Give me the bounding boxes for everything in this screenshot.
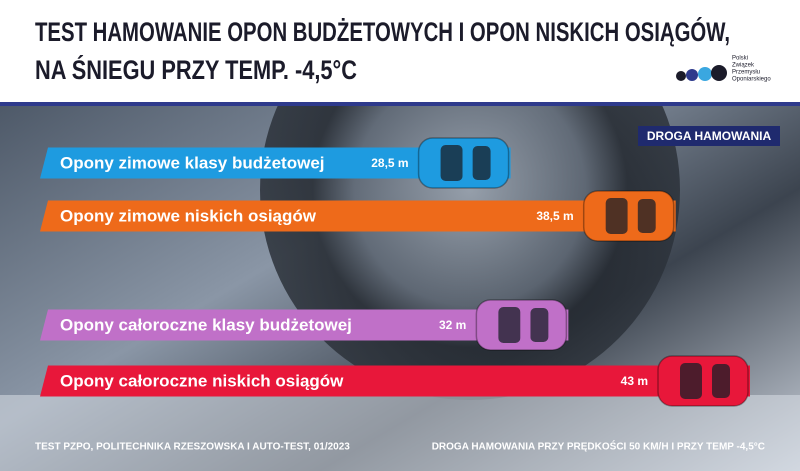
car-window — [680, 363, 702, 399]
title-line: TEST HAMOWANIE OPON BUDŻETOWYCH I OPON N… — [35, 16, 730, 47]
car-window — [712, 364, 730, 398]
bar — [40, 200, 676, 232]
value-label: 32 m — [439, 318, 466, 332]
value-label: 38,5 m — [536, 209, 573, 223]
footer-left: TEST PZPO, POLITECHNIKA RZESZOWSKA I AUT… — [35, 442, 350, 453]
value-label: 43 m — [621, 374, 648, 388]
value-label: 28,5 m — [371, 156, 408, 170]
logo-dot — [676, 71, 686, 81]
bar — [40, 309, 569, 341]
car-window — [530, 308, 549, 342]
header — [0, 0, 800, 102]
bar — [40, 147, 511, 179]
car-window — [472, 146, 491, 180]
logo-dot — [686, 69, 698, 81]
footer-right: DROGA HAMOWANIA PRZY PRĘDKOŚCI 50 KM/H I… — [432, 440, 765, 453]
logo-dot — [711, 65, 727, 81]
car-window — [605, 198, 628, 234]
car-roof — [520, 310, 531, 340]
car-icon — [417, 137, 510, 189]
badge-text: DROGA HAMOWANIA — [647, 129, 772, 143]
logo-text: Przemysłu — [732, 70, 760, 76]
category-label: Opony zimowe niskich osiągów — [60, 206, 317, 225]
category-label: Opony całoroczne niskich osiągów — [60, 371, 344, 390]
badge — [638, 126, 780, 146]
car-roof — [702, 366, 712, 396]
logo: Polski Związek Przemysłu Oponiarskiego — [676, 56, 771, 83]
snow — [0, 395, 800, 471]
logo-text: Polski — [732, 56, 748, 62]
bar — [40, 365, 750, 397]
car-icon — [657, 355, 749, 407]
title-line: NA ŚNIEGU PRZY TEMP. -4,5°C — [35, 54, 357, 85]
car-window — [440, 145, 463, 181]
category-label: Opony całoroczne klasy budżetowej — [60, 315, 352, 334]
category-label: Opony zimowe klasy budżetowej — [60, 153, 325, 172]
car-icon — [475, 299, 568, 351]
logo-dot — [698, 67, 712, 81]
car-roof — [627, 201, 638, 231]
car-icon — [582, 190, 675, 242]
logo-text: Związek — [732, 63, 755, 69]
car-window — [498, 307, 521, 343]
logo-text: Oponiarskiego — [732, 77, 771, 83]
car-roof — [462, 148, 473, 178]
car-window — [637, 199, 656, 233]
header-rule — [0, 102, 800, 106]
